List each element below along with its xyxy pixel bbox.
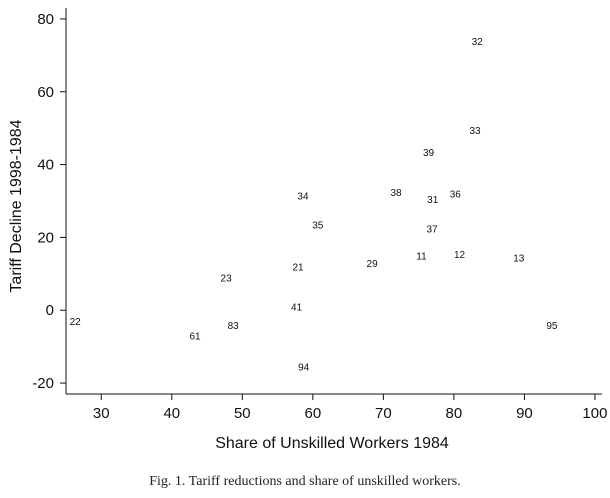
x-tick-label: 30: [93, 405, 110, 422]
x-axis-title: Share of Unskilled Workers 1984: [215, 435, 449, 452]
y-tick-label: 80: [37, 11, 54, 28]
data-point-label: 36: [450, 190, 462, 201]
x-ticks: 30 40 50 60 70 80 90 100: [93, 394, 607, 422]
x-tick-label: 90: [516, 405, 533, 422]
data-points: 32 33 39 38 31 36 34 35 37 11 12 13 29 21 23 41 22 83 95 61…: [70, 37, 558, 374]
data-point-label: 22: [70, 317, 82, 328]
x-tick-label: 100: [582, 405, 607, 422]
data-point-label: 21: [292, 263, 304, 274]
y-tick-label: 0: [46, 302, 54, 319]
data-point-label: 31: [427, 195, 439, 206]
data-point-label: 61: [190, 332, 202, 343]
data-point-label: 39: [423, 148, 435, 159]
x-tick-label: 80: [446, 405, 463, 422]
y-tick-label: 40: [37, 157, 54, 174]
data-point-label: 11: [416, 252, 427, 263]
data-point-label: 33: [469, 126, 481, 137]
data-point-label: 23: [221, 273, 233, 284]
data-point-label: 29: [367, 259, 379, 270]
data-point-label: 12: [454, 250, 466, 261]
y-tick-label: -20: [32, 375, 54, 392]
data-point-label: 94: [298, 363, 310, 374]
data-point-label: 83: [228, 321, 240, 332]
data-point-label: 13: [513, 253, 525, 264]
y-tick-label: 60: [37, 84, 54, 101]
x-tick-label: 60: [304, 405, 321, 422]
x-tick-label: 40: [163, 405, 180, 422]
data-point-label: 34: [297, 192, 309, 203]
axes: [65, 8, 602, 395]
y-tick-label: 20: [37, 229, 54, 246]
data-point-label: 32: [472, 37, 484, 48]
x-tick-label: 50: [234, 405, 251, 422]
x-tick-label: 70: [375, 405, 392, 422]
figure-caption: Fig. 1. Tariff reductions and share of u…: [149, 474, 461, 489]
y-axis-title: Tariff Decline 1998-1984: [8, 119, 25, 292]
data-point-label: 95: [546, 321, 558, 332]
data-point-label: 41: [291, 303, 303, 314]
data-point-label: 37: [426, 224, 438, 235]
y-ticks: -20 0 20 40 60 80: [32, 11, 66, 392]
data-point-label: 35: [312, 221, 324, 232]
data-point-label: 38: [391, 188, 403, 199]
